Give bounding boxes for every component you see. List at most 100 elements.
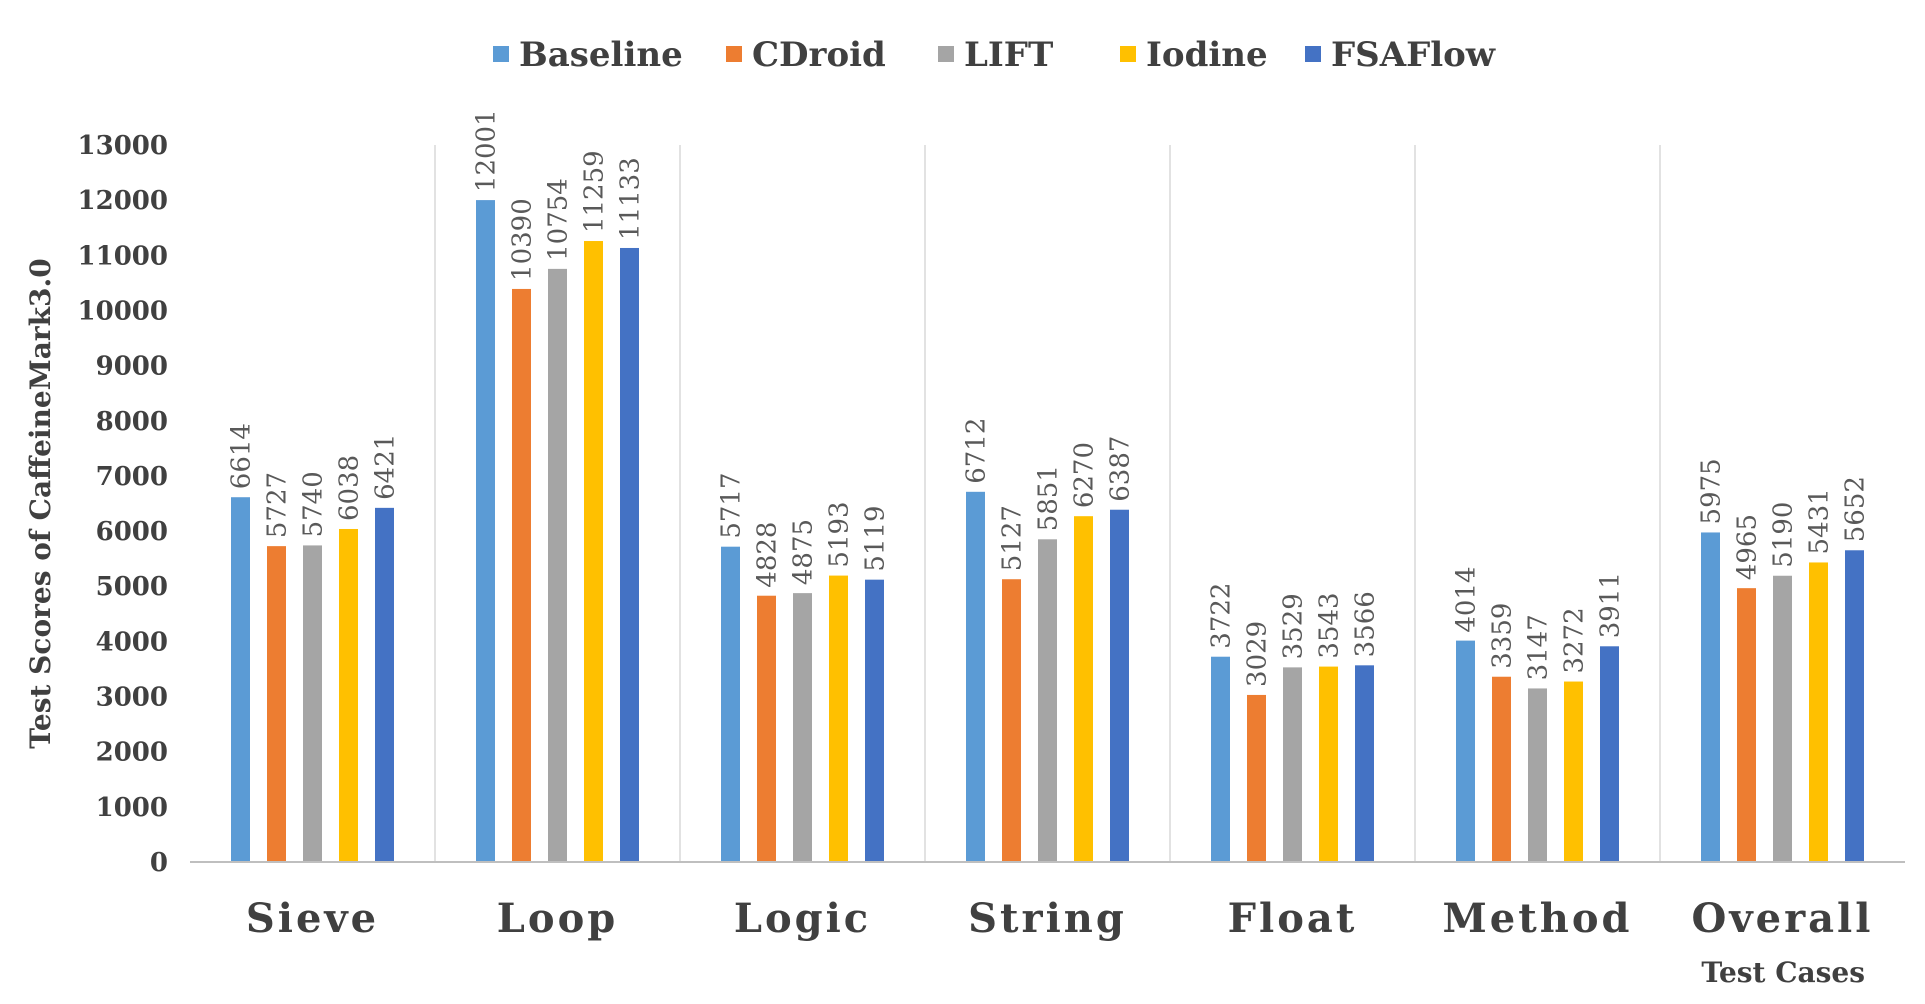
- data-label: 6038: [335, 455, 365, 521]
- legend-label-fsaflow: FSAFlow: [1331, 35, 1496, 75]
- data-label: 3543: [1315, 592, 1345, 658]
- x-axis-label: Test Cases: [1701, 956, 1865, 989]
- bar-baseline-method: [1456, 640, 1475, 862]
- data-label: 4828: [753, 522, 783, 588]
- x-tick-label-logic: Logic: [734, 895, 871, 942]
- data-label: 6712: [962, 418, 992, 484]
- data-label: 3566: [1351, 591, 1381, 657]
- bar-lift-float: [1283, 667, 1302, 862]
- category-separators: [434, 145, 1661, 862]
- data-label: 5851: [1034, 465, 1064, 531]
- data-label: 10390: [508, 198, 538, 281]
- x-tick-label-float: Float: [1228, 895, 1358, 942]
- bar-cdroid-sieve: [267, 546, 286, 862]
- y-tick-label: 9000: [96, 352, 168, 382]
- bar-fsaflow-sieve: [375, 507, 394, 862]
- bars: [231, 200, 1864, 863]
- legend-label-iodine: Iodine: [1146, 35, 1268, 75]
- y-tick-label: 2000: [96, 738, 168, 768]
- y-tick-label: 8000: [96, 407, 168, 437]
- legend-swatch-fsaflow: [1305, 46, 1321, 62]
- data-label: 12001: [472, 109, 502, 192]
- data-label: 5190: [1769, 502, 1799, 568]
- bar-fsaflow-method: [1600, 646, 1619, 862]
- x-tick-label-sieve: Sieve: [246, 895, 379, 942]
- y-tick-label: 13000: [78, 131, 168, 161]
- x-axis-ticks: Sieve Loop Logic String Float Method Overall: [246, 895, 1874, 942]
- bar-lift-sieve: [303, 545, 322, 862]
- bar-cdroid-method: [1492, 676, 1511, 862]
- bar-lift-loop: [548, 268, 567, 862]
- data-label: 5975: [1697, 458, 1727, 524]
- bar-iodine-sieve: [339, 528, 358, 862]
- data-label: 6387: [1106, 436, 1136, 502]
- data-label: 10754: [544, 178, 574, 261]
- bar-iodine-overall: [1809, 562, 1828, 862]
- bar-lift-logic: [793, 593, 812, 862]
- legend-label-baseline: Baseline: [519, 35, 683, 75]
- data-label: 3911: [1596, 572, 1626, 638]
- x-tick-label-loop: Loop: [497, 895, 618, 942]
- bar-fsaflow-string: [1110, 509, 1129, 862]
- bar-baseline-float: [1211, 656, 1230, 862]
- bar-fsaflow-float: [1355, 665, 1374, 862]
- legend-swatch-iodine: [1120, 46, 1136, 62]
- bar-cdroid-string: [1002, 579, 1021, 862]
- bar-cdroid-float: [1247, 694, 1266, 862]
- bar-lift-overall: [1773, 575, 1792, 862]
- y-tick-label: 11000: [78, 241, 168, 271]
- data-label: 6614: [227, 423, 257, 489]
- data-label: 5193: [825, 501, 855, 567]
- x-tick-label-method: Method: [1443, 895, 1633, 942]
- data-label: 6270: [1070, 442, 1100, 508]
- bar-cdroid-logic: [757, 595, 776, 862]
- data-label: 11133: [616, 157, 646, 240]
- bar-fsaflow-overall: [1845, 550, 1864, 862]
- bar-baseline-loop: [476, 200, 495, 862]
- bar-baseline-logic: [721, 546, 740, 862]
- data-label: 6421: [371, 434, 401, 500]
- bar-lift-method: [1528, 688, 1547, 862]
- y-tick-label: 10000: [78, 296, 168, 326]
- data-label: 3272: [1560, 607, 1590, 673]
- data-label: 5119: [861, 505, 891, 571]
- legend-label-lift: LIFT: [964, 35, 1053, 75]
- bar-lift-string: [1038, 539, 1057, 862]
- y-tick-label: 5000: [96, 572, 168, 602]
- data-label: 4014: [1452, 566, 1482, 632]
- data-label: 5727: [263, 472, 293, 538]
- bar-baseline-sieve: [231, 497, 250, 862]
- bar-iodine-logic: [829, 575, 848, 862]
- data-label: 3147: [1524, 614, 1554, 680]
- bar-iodine-loop: [584, 241, 603, 863]
- y-tick-label: 1000: [96, 793, 168, 823]
- bar-iodine-float: [1319, 666, 1338, 862]
- legend-swatch-cdroid: [726, 46, 742, 62]
- data-label: 3359: [1488, 603, 1518, 669]
- data-label: 11259: [580, 150, 610, 233]
- y-tick-label: 4000: [96, 627, 168, 657]
- y-tick-label: 7000: [96, 462, 168, 492]
- x-tick-label-overall: Overall: [1692, 895, 1874, 942]
- data-label: 3029: [1243, 621, 1273, 687]
- y-axis-label: Test Scores of CaffeineMark3.0: [24, 258, 57, 748]
- data-label: 5431: [1805, 488, 1835, 554]
- y-tick-label: 3000: [96, 683, 168, 713]
- y-tick-label: 6000: [96, 517, 168, 547]
- legend-label-cdroid: CDroid: [752, 35, 886, 75]
- y-axis-ticks: 0 1000 2000 3000 4000 5000 6000 7000 8000 9000 100…: [78, 131, 168, 878]
- data-label: 3722: [1207, 583, 1237, 649]
- data-label: 4965: [1733, 514, 1763, 580]
- bar-fsaflow-loop: [620, 247, 639, 862]
- data-label: 3529: [1279, 593, 1309, 659]
- legend: Baseline CDroid LIFT Iodine FSAFlow: [493, 35, 1496, 75]
- legend-swatch-baseline: [493, 46, 509, 62]
- bar-baseline-string: [966, 491, 985, 862]
- bar-fsaflow-logic: [865, 579, 884, 862]
- y-tick-label: 0: [150, 848, 168, 878]
- data-label: 5717: [717, 473, 747, 539]
- bar-iodine-string: [1074, 516, 1093, 862]
